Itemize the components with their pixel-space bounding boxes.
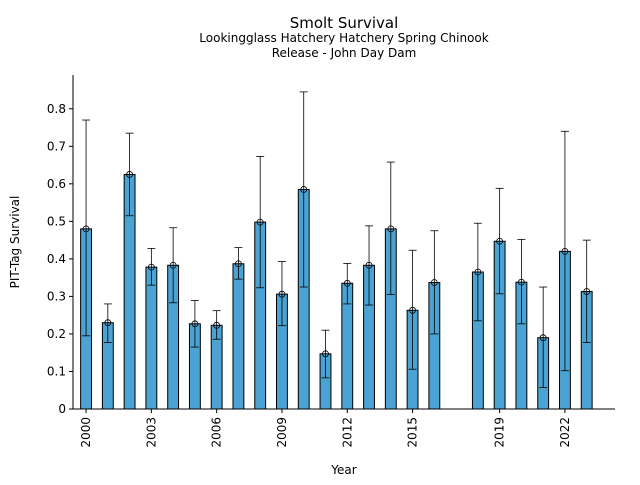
y-axis-label: PIT-Tag Survival	[8, 196, 22, 289]
estimate-marker-2003	[147, 263, 155, 271]
estimate-marker-2021	[539, 334, 547, 342]
estimate-marker-2019	[496, 237, 504, 245]
y-tick-label: 0.2	[47, 327, 66, 341]
chart-title: Smolt Survival	[290, 14, 399, 32]
estimate-marker-2002	[126, 171, 133, 178]
y-tick-label: 0.5	[47, 214, 66, 228]
estimate-marker-2006	[213, 321, 221, 329]
bar-2003	[145, 266, 158, 410]
bar-2007	[232, 263, 245, 410]
x-axis-label: Year	[330, 463, 356, 477]
estimate-marker-2009	[278, 290, 286, 298]
y-tick-label: 0.3	[47, 289, 66, 303]
estimate-marker-2014	[387, 225, 395, 233]
x-tick-label: 2019	[493, 417, 507, 448]
estimate-marker-2012	[343, 279, 351, 287]
x-tick-label: 2012	[340, 417, 354, 448]
estimate-marker-2018	[474, 268, 482, 276]
estimate-marker-2023	[583, 288, 591, 295]
estimate-marker-2015	[409, 306, 416, 314]
estimate-marker-2005	[191, 320, 199, 328]
y-tick-label: 0.1	[47, 364, 66, 378]
chart-subtitle-line-2: Release - John Day Dam	[272, 46, 417, 60]
y-tick-label: 0.4	[47, 252, 66, 266]
x-tick-label: 2003	[144, 417, 158, 448]
estimate-marker-2011	[322, 350, 329, 358]
chart-subtitle-line-1: Lookingglass Hatchery Hatchery Spring Ch…	[199, 31, 488, 45]
estimate-marker-2010	[300, 186, 308, 193]
x-tick-label: 2022	[558, 417, 572, 448]
x-tick-label: 2009	[275, 417, 289, 448]
estimate-marker-2020	[518, 278, 525, 286]
x-tick-label: 2000	[79, 417, 93, 448]
estimate-marker-2016	[430, 279, 438, 286]
plot-area: 0 0.1 0.2 0.3 0.4 0.5 0.6 0.7 0.8 2000 2003 2006 200…	[47, 75, 615, 448]
estimate-marker-2001	[104, 319, 112, 327]
y-tick-label: 0.8	[47, 102, 66, 116]
y-tick-label: 0	[58, 402, 66, 416]
y-tick-label: 0.6	[47, 177, 66, 191]
estimate-marker-2022	[561, 247, 569, 255]
x-tick-label: 2015	[406, 417, 420, 448]
estimate-marker-2007	[235, 260, 242, 268]
estimate-marker-2013	[365, 261, 373, 269]
estimate-marker-2000	[82, 225, 90, 233]
estimate-marker-2004	[169, 261, 177, 269]
x-tick-label: 2006	[210, 417, 224, 448]
y-tick-label: 0.7	[47, 139, 66, 153]
estimate-marker-2008	[256, 218, 264, 226]
